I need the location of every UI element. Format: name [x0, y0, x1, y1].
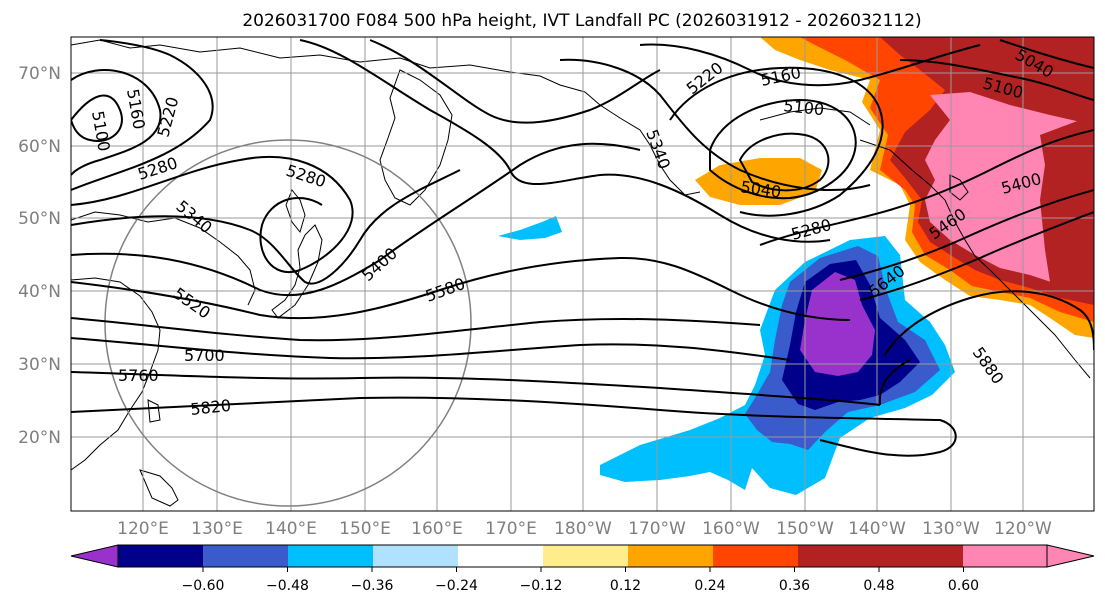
graticule: [71, 37, 1094, 511]
map-title: 2026031700 F084 500 hPa height, IVT Land…: [242, 11, 921, 31]
colorbar-tick-label: −0.24: [435, 578, 478, 594]
lon-label: 150°W: [776, 519, 834, 539]
lat-label: 20°N: [18, 428, 61, 448]
latitude-labels: 70°N 60°N 50°N 40°N 30°N 20°N: [18, 64, 61, 448]
lon-label: 130°W: [922, 519, 980, 539]
lat-label: 50°N: [18, 209, 61, 229]
colorbar-tick-label: 0.36: [779, 578, 810, 594]
colorbar: −0.60 −0.48 −0.36 −0.24 −0.12 0.12 0.24 0.36 0.4…: [70, 544, 1095, 594]
colorbar-tick-label: −0.48: [266, 578, 309, 594]
contour-label: 5760: [118, 366, 159, 385]
lon-label: 170°W: [628, 519, 686, 539]
colorbar-bin: [883, 545, 963, 567]
region-circle: [104, 139, 472, 507]
height-contours: [71, 39, 1094, 457]
colorbar-bin: [288, 545, 373, 567]
lon-label: 120°E: [117, 519, 169, 539]
lat-label: 30°N: [18, 355, 61, 375]
colorbar-bin: [543, 545, 628, 567]
colorbar-bin: [373, 545, 458, 567]
colorbar-bin: [118, 545, 203, 567]
colorbar-tick-label: 0.24: [694, 578, 725, 594]
lon-label: 120°W: [994, 519, 1052, 539]
colorbar-bin: [798, 545, 883, 567]
lon-label: 180°W: [554, 519, 612, 539]
lat-label: 70°N: [18, 64, 61, 84]
colorbar-bin: [203, 545, 288, 567]
contour-label: 5100: [783, 96, 825, 119]
colorbar-outline-right: [1046, 544, 1095, 568]
colorbar-bin: [628, 545, 713, 567]
colorbar-tick-label: 0.12: [610, 578, 641, 594]
map-frame: [70, 36, 1095, 512]
contour-label: 5820: [189, 396, 231, 419]
colorbar-outline-left: [70, 544, 119, 568]
lon-label: 140°E: [265, 519, 317, 539]
colorbar-high-extension: [1047, 545, 1094, 567]
ivt-negative-shading: [498, 216, 955, 495]
lon-label: 160°W: [702, 519, 760, 539]
colorbar-tick-label: 0.48: [863, 578, 894, 594]
colorbar-bin: [963, 545, 1047, 567]
colorbar-ticks: −0.60 −0.48 −0.36 −0.24 −0.12 0.12 0.24 0.36 0.4…: [182, 567, 979, 594]
colorbar-tick-label: 0.60: [948, 578, 979, 594]
map-panel: 5100 5160 5220 5280 5340 5280 5400 5580 …: [71, 37, 1094, 511]
colorbar-bin: [713, 545, 798, 567]
lon-label: 160°E: [411, 519, 463, 539]
colorbar-tick-label: −0.12: [520, 578, 563, 594]
lat-label: 60°N: [18, 137, 61, 157]
contour-label: 5700: [184, 346, 225, 365]
lon-label: 150°E: [339, 519, 391, 539]
colorbar-tick-label: −0.36: [351, 578, 394, 594]
colorbar-tick-label: −0.60: [182, 578, 225, 594]
lat-label: 40°N: [18, 282, 61, 302]
colorbar-bin: [458, 545, 543, 567]
lon-label: 130°E: [191, 519, 243, 539]
colorbar-low-extension: [71, 545, 118, 567]
lon-label: 140°W: [848, 519, 906, 539]
lon-label: 170°E: [485, 519, 537, 539]
longitude-labels: 120°E 130°E 140°E 150°E 160°E 170°E 180°…: [117, 519, 1052, 539]
